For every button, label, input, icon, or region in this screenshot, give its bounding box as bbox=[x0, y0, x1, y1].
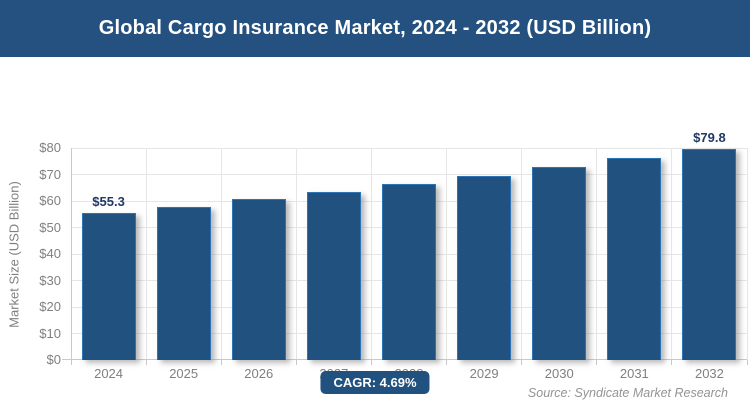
bar-value-label: $79.8 bbox=[693, 129, 726, 145]
bar-chart: Market Size (USD Billion) $0 $10 $20 $30 $40… bbox=[0, 57, 750, 381]
gridline-vertical bbox=[370, 148, 372, 360]
cagr-badge: CAGR: 4.69% bbox=[320, 371, 430, 394]
y-axis-tick-label: $20 bbox=[39, 299, 61, 314]
y-axis-tick-label: $50 bbox=[39, 219, 61, 235]
bar-2032 bbox=[682, 148, 737, 360]
x-axis-tick-label: 2030 bbox=[544, 366, 574, 381]
y-axis-tick-label: $0 bbox=[46, 352, 61, 367]
y-axis-tick-label: $40 bbox=[39, 246, 61, 261]
gridline-vertical bbox=[220, 148, 222, 360]
y-axis-tick-label: $30 bbox=[39, 272, 61, 288]
x-axis-tick-mark bbox=[70, 360, 72, 365]
bar-2025 bbox=[156, 206, 211, 360]
gridline-vertical bbox=[295, 148, 297, 360]
bar-2027 bbox=[306, 191, 361, 360]
header-bar: Global Cargo Insurance Market, 2024 - 20… bbox=[0, 0, 750, 57]
x-axis-tick-label: 2031 bbox=[619, 366, 649, 381]
x-axis-tick-mark bbox=[596, 360, 598, 365]
gridline-vertical bbox=[596, 148, 598, 360]
x-axis-tick-label: 2029 bbox=[469, 366, 499, 381]
bar-2026 bbox=[231, 199, 286, 360]
x-axis-tick-mark bbox=[746, 360, 748, 365]
gridline-vertical bbox=[70, 148, 72, 360]
y-axis-tick-labels: $0 $10 $20 $30 $40 $50 $60 $70 $80 bbox=[0, 140, 61, 367]
x-axis-tick-label: 2026 bbox=[244, 366, 274, 381]
bar-2028 bbox=[382, 184, 436, 360]
x-axis-tick-mark bbox=[295, 360, 297, 365]
gridline-horizontal bbox=[71, 174, 747, 175]
x-axis-tick-mark bbox=[446, 360, 448, 365]
x-axis-tick-mark bbox=[521, 360, 523, 365]
footer: CAGR: 4.69% Source: Syndicate Market Res… bbox=[0, 360, 750, 417]
y-axis-tick-label: $10 bbox=[39, 325, 61, 341]
gridline-vertical bbox=[746, 148, 748, 360]
plot-area: $55.3 $79.8 bbox=[62, 130, 748, 365]
bar-value-label: $55.3 bbox=[92, 194, 125, 210]
bar-2029 bbox=[457, 175, 512, 360]
gridline-horizontal bbox=[71, 147, 747, 149]
gridline-vertical bbox=[446, 148, 448, 360]
page-title: Global Cargo Insurance Market, 2024 - 20… bbox=[98, 17, 652, 39]
x-axis-tick-label: 2024 bbox=[94, 366, 124, 381]
y-axis-tick-label: $60 bbox=[39, 193, 61, 208]
source-text: Source: Syndicate Market Research bbox=[527, 386, 728, 400]
bar-2031 bbox=[607, 158, 662, 360]
gridline-vertical bbox=[145, 148, 147, 360]
bar-2030 bbox=[532, 167, 587, 360]
gridline-vertical bbox=[671, 148, 673, 360]
gridline-vertical bbox=[521, 148, 523, 360]
x-axis-tick-mark bbox=[145, 360, 147, 365]
y-axis-tick-label: $80 bbox=[39, 140, 61, 155]
bar-2024 bbox=[81, 213, 136, 360]
x-axis-tick-mark bbox=[370, 360, 372, 365]
x-axis-tick-label: 2032 bbox=[694, 366, 724, 381]
y-axis-tick-label: $70 bbox=[39, 166, 61, 182]
x-axis-tick-mark bbox=[220, 360, 222, 365]
x-axis-tick-mark bbox=[671, 360, 673, 365]
x-axis-tick-label: 2025 bbox=[169, 366, 199, 381]
